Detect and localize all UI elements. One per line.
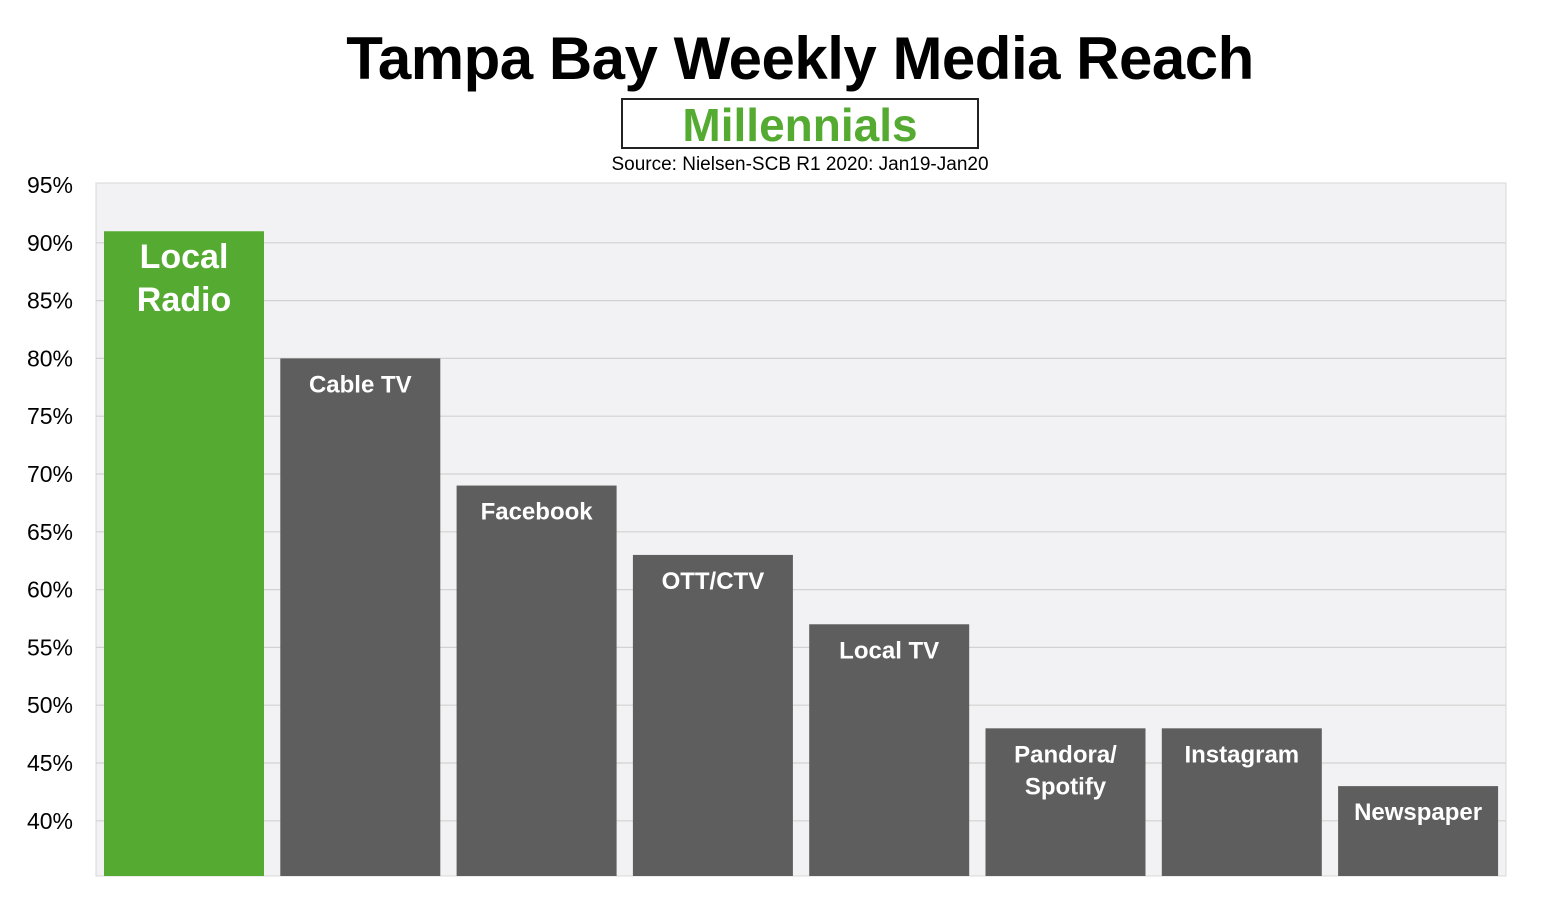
chart-title: Tampa Bay Weekly Media Reach <box>346 25 1254 92</box>
bar-label: Instagram <box>1184 741 1299 768</box>
bar-label: OTT/CTV <box>662 568 765 595</box>
y-axis-ticks: 40% 45% 50% 55% 60% 65% 70% 75% 80% 85% 90% 95% <box>27 172 73 834</box>
bar-label: Newspaper <box>1354 799 1482 826</box>
y-tick-label: 50% <box>27 692 73 718</box>
y-tick-label: 85% <box>27 288 73 314</box>
y-tick-label: 95% <box>27 172 73 198</box>
bar-label: Local Radio <box>137 238 231 319</box>
bar-label: Pandora/Spotify <box>1014 741 1117 800</box>
bar-label: Facebook <box>481 499 594 526</box>
y-tick-label: 90% <box>27 230 73 256</box>
bar-label: Local TV <box>839 637 939 664</box>
bar-label: Cable TV <box>309 371 412 398</box>
chart-subtitle: Millennials <box>621 98 979 151</box>
y-tick-label: 60% <box>27 577 73 603</box>
bars <box>104 231 1499 877</box>
y-tick-label: 65% <box>27 519 73 545</box>
bar <box>809 624 970 876</box>
bar <box>104 231 264 877</box>
y-tick-label: 80% <box>27 345 73 371</box>
chart-source: Source: Nielsen-SCB R1 2020: Jan19-Jan20 <box>611 154 989 175</box>
bar <box>456 485 617 876</box>
bar <box>1161 728 1322 876</box>
y-tick-label: 70% <box>27 461 73 487</box>
bar <box>632 554 793 876</box>
y-tick-label: 40% <box>27 808 73 834</box>
y-tick-label: 75% <box>27 403 73 429</box>
y-tick-label: 55% <box>27 634 73 660</box>
bar <box>280 358 441 876</box>
bar <box>985 728 1146 876</box>
bar-labels: Local Radio Cable TV Facebook OTT/CTV Local T… <box>137 238 1482 826</box>
y-tick-label: 45% <box>27 750 73 776</box>
bar <box>1338 786 1499 876</box>
